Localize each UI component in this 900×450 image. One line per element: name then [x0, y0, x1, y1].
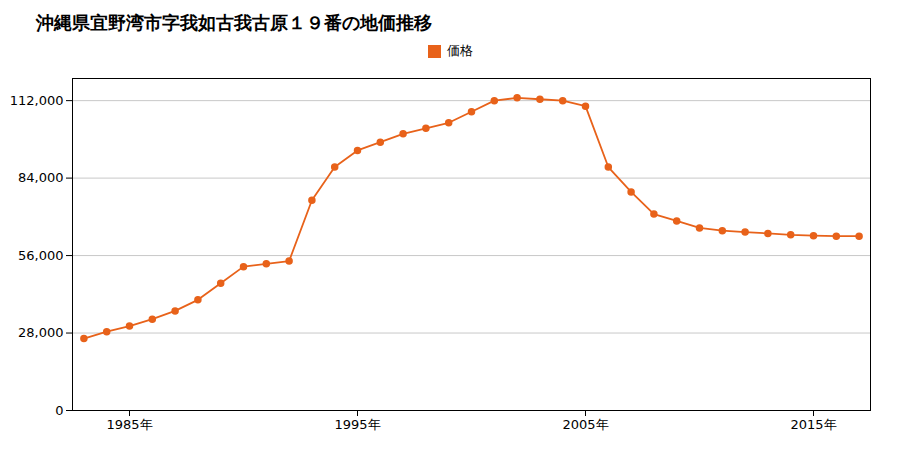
svg-text:2005年: 2005年	[562, 417, 608, 432]
svg-text:0: 0	[55, 403, 63, 418]
svg-text:84,000: 84,000	[18, 170, 64, 185]
svg-text:112,000: 112,000	[10, 93, 64, 108]
svg-text:1985年: 1985年	[106, 417, 152, 432]
html-text:価格: 価格	[446, 43, 473, 58]
svg-text:56,000: 56,000	[18, 248, 64, 263]
svg-text:28,000: 28,000	[18, 325, 64, 340]
html-text:沖縄県宜野湾市字我如古我古原１９番の地価推移: 沖縄県宜野湾市字我如古我古原１９番の地価推移	[36, 12, 432, 33]
svg-text:2015年: 2015年	[790, 417, 836, 432]
svg-text:1995年: 1995年	[334, 417, 380, 432]
